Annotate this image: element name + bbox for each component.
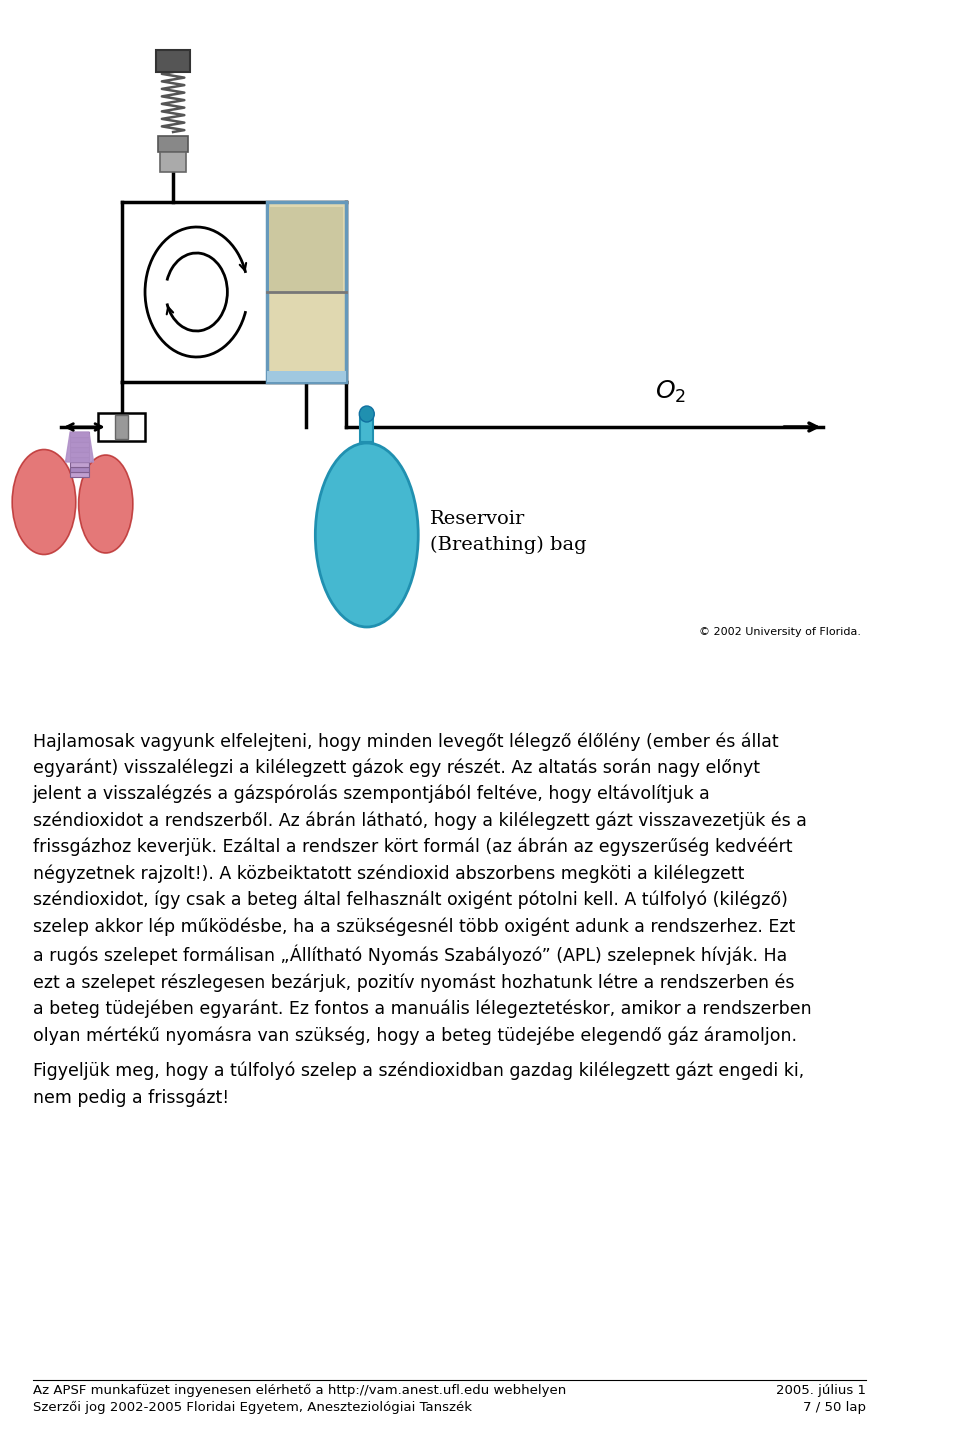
Text: $O_2$: $O_2$ — [655, 379, 686, 405]
Bar — [267, 371, 347, 382]
Bar — [360, 417, 373, 442]
Bar — [156, 50, 190, 72]
Bar — [70, 437, 89, 442]
Circle shape — [359, 407, 374, 422]
Bar — [115, 415, 129, 440]
Bar — [70, 467, 89, 473]
Bar — [158, 136, 188, 152]
Bar — [70, 457, 89, 463]
Bar — [70, 432, 89, 437]
Text: Az APSF munkafüzet ingyenesen elérhető a http://vam.anest.ufl.edu webhelyen
Szer: Az APSF munkafüzet ingyenesen elérhető a… — [33, 1383, 566, 1415]
Ellipse shape — [12, 450, 76, 554]
Bar — [270, 208, 344, 292]
FancyBboxPatch shape — [267, 202, 347, 382]
Bar — [70, 442, 89, 447]
Bar — [70, 463, 89, 467]
Text: Hajlamosak vagyunk elfelejteni, hogy minden levegőt lélegző élőlény (ember és ál: Hajlamosak vagyunk elfelejteni, hogy min… — [33, 732, 811, 1045]
Bar — [70, 447, 89, 453]
Bar — [160, 152, 186, 172]
Bar — [70, 453, 89, 457]
Text: Figyeljük meg, hogy a túlfolyó szelep a széndioxidban gazdag kilélegzett gázt en: Figyeljük meg, hogy a túlfolyó szelep a … — [33, 1063, 804, 1107]
Text: © 2002 University of Florida.: © 2002 University of Florida. — [699, 627, 861, 637]
Ellipse shape — [79, 455, 132, 553]
Polygon shape — [65, 432, 93, 463]
Text: 2005. július 1
7 / 50 lap: 2005. július 1 7 / 50 lap — [776, 1383, 866, 1413]
Text: Reservoir
(Breathing) bag: Reservoir (Breathing) bag — [430, 510, 587, 554]
Ellipse shape — [315, 442, 419, 627]
Bar — [70, 473, 89, 477]
Bar — [98, 412, 145, 441]
